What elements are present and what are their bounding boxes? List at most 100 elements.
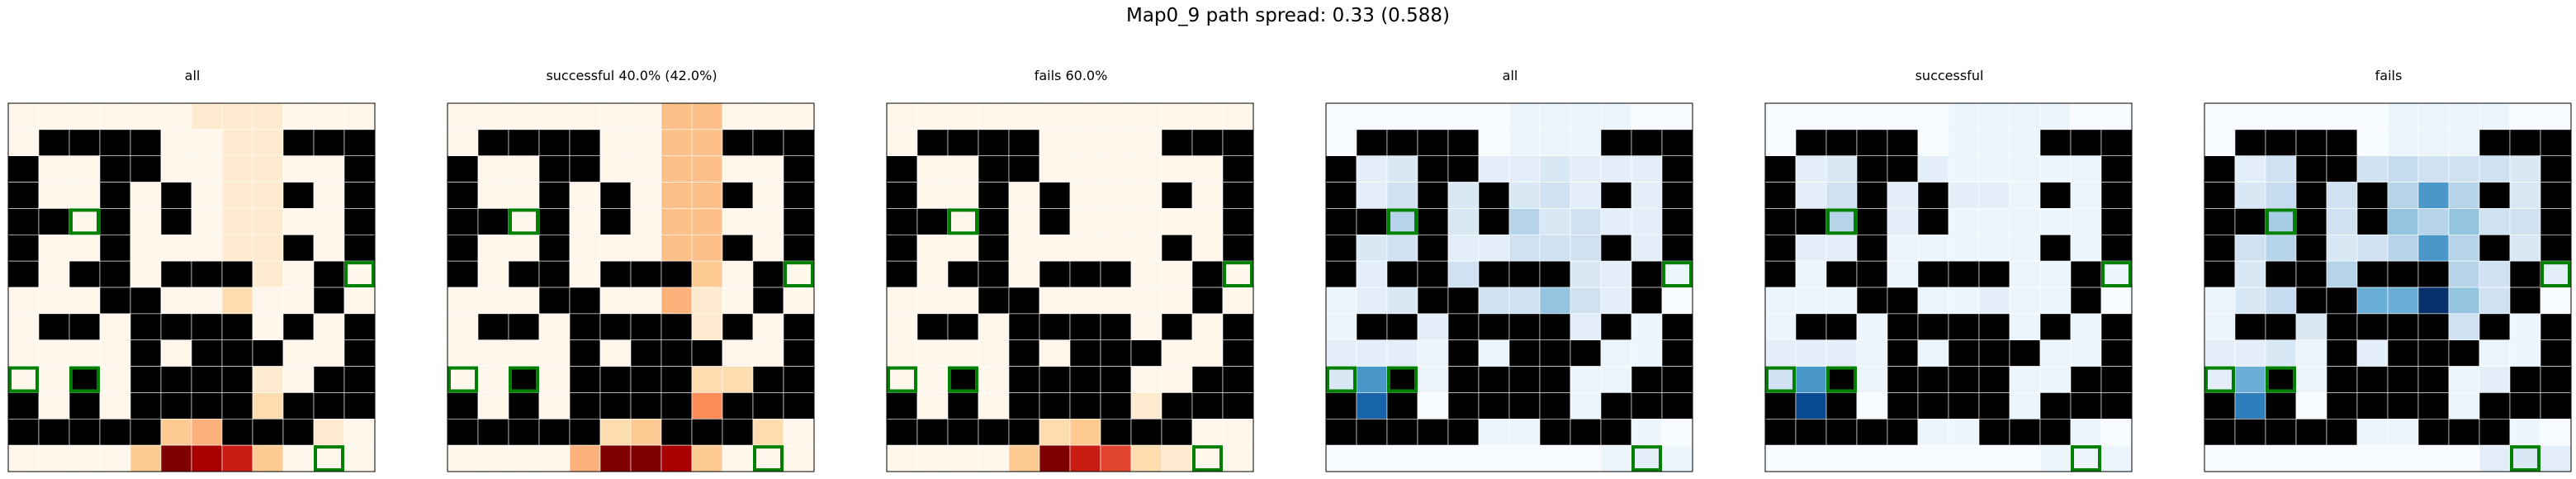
heat-cell [38, 444, 70, 472]
wall-cell [886, 418, 918, 446]
heat-cell [1191, 182, 1224, 209]
heat-cell [1570, 155, 1602, 183]
heat-cell [252, 260, 284, 288]
heat-cell [2039, 260, 2072, 288]
heat-cell [38, 260, 70, 288]
heat-cell [1161, 339, 1193, 367]
heat-cell [1539, 287, 1571, 315]
wall-cell [2070, 260, 2102, 288]
heatmap-panel-4 [1325, 102, 1693, 472]
heat-cell [2417, 102, 2450, 130]
wall-cell [1539, 260, 1571, 288]
heat-cell [1764, 102, 1797, 130]
panel-frame [2204, 102, 2572, 472]
heatmap-panel-5 [1764, 102, 2133, 472]
heat-cell [1386, 339, 1418, 367]
wall-cell [1917, 366, 1949, 393]
heat-cell [2540, 102, 2572, 130]
heat-cell [1764, 313, 1797, 341]
heat-cell [2509, 444, 2541, 472]
wall-cell [1069, 313, 1101, 341]
heat-cell [538, 392, 571, 420]
wall-cell [1764, 182, 1797, 209]
heat-cell [1917, 339, 1949, 367]
heat-cell [1100, 287, 1132, 315]
goal-marker [784, 261, 814, 288]
heat-cell [252, 208, 284, 235]
heat-cell [1130, 260, 1163, 288]
heat-cell [752, 313, 784, 341]
goal-marker [69, 366, 100, 393]
heat-cell [886, 287, 918, 315]
heat-cell [2265, 287, 2297, 315]
wall-cell [1948, 260, 1980, 288]
wall-cell [1222, 129, 1254, 157]
heat-cell [2295, 313, 2327, 341]
heat-cell [1069, 287, 1101, 315]
heat-cell [1948, 418, 1980, 446]
wall-cell [538, 418, 571, 446]
heat-cell [1978, 234, 2010, 262]
wall-cell [1795, 313, 1827, 341]
wall-cell [538, 182, 571, 209]
heat-cell [1325, 339, 1357, 367]
wall-cell [1191, 129, 1224, 157]
wall-cell [538, 129, 571, 157]
heat-cell [1795, 366, 1827, 393]
heat-cell [221, 444, 253, 472]
heat-cell [447, 366, 479, 393]
heat-cell [538, 102, 571, 130]
heat-cell [2009, 260, 2041, 288]
wall-cell [947, 313, 979, 341]
wall-cell [1008, 392, 1040, 420]
panel-title-3: fails 60.0% [1034, 68, 1108, 83]
goal-marker [2266, 208, 2296, 235]
wall-cell [7, 392, 40, 420]
goal-marker [1223, 261, 1253, 288]
wall-cell [1887, 418, 1919, 446]
wall-cell [1539, 313, 1571, 341]
heat-cell [947, 444, 979, 472]
wall-cell [1386, 418, 1418, 446]
wall-cell [7, 418, 40, 446]
heat-cell [38, 287, 70, 315]
heat-cell [1948, 129, 1980, 157]
wall-cell [1661, 366, 1693, 393]
heat-cell [916, 102, 949, 130]
heat-cell [691, 392, 723, 420]
wall-cell [1008, 313, 1040, 341]
wall-cell [2387, 392, 2419, 420]
heat-cell [947, 234, 979, 262]
heat-cell [1978, 287, 2010, 315]
heat-cell [2448, 182, 2480, 209]
heat-cell [783, 418, 815, 446]
wall-cell [886, 260, 918, 288]
wall-cell [160, 366, 192, 393]
wall-cell [599, 392, 632, 420]
heat-cell [130, 102, 162, 130]
heat-cell [752, 234, 784, 262]
wall-cell [508, 313, 540, 341]
heat-cell [1917, 418, 1949, 446]
wall-cell [722, 313, 754, 341]
wall-cell [947, 366, 979, 393]
wall-cell [1795, 418, 1827, 446]
heat-cell [313, 418, 345, 446]
wall-cell [2204, 418, 2236, 446]
heat-cell [978, 392, 1010, 420]
heat-cell [1191, 102, 1224, 130]
wall-cell [130, 339, 162, 367]
wall-cell [1161, 418, 1193, 446]
heat-cell [252, 392, 284, 420]
panel-frame [7, 102, 376, 472]
heat-cell [2295, 444, 2327, 472]
heat-cell [38, 182, 70, 209]
heat-cell [2234, 339, 2266, 367]
goal-marker [1826, 366, 1857, 393]
heat-cell [2009, 313, 2041, 341]
wall-cell [599, 182, 632, 209]
wall-cell [599, 260, 632, 288]
wall-cell [1825, 313, 1858, 341]
wall-cell [1417, 234, 1449, 262]
wall-cell [2204, 260, 2236, 288]
